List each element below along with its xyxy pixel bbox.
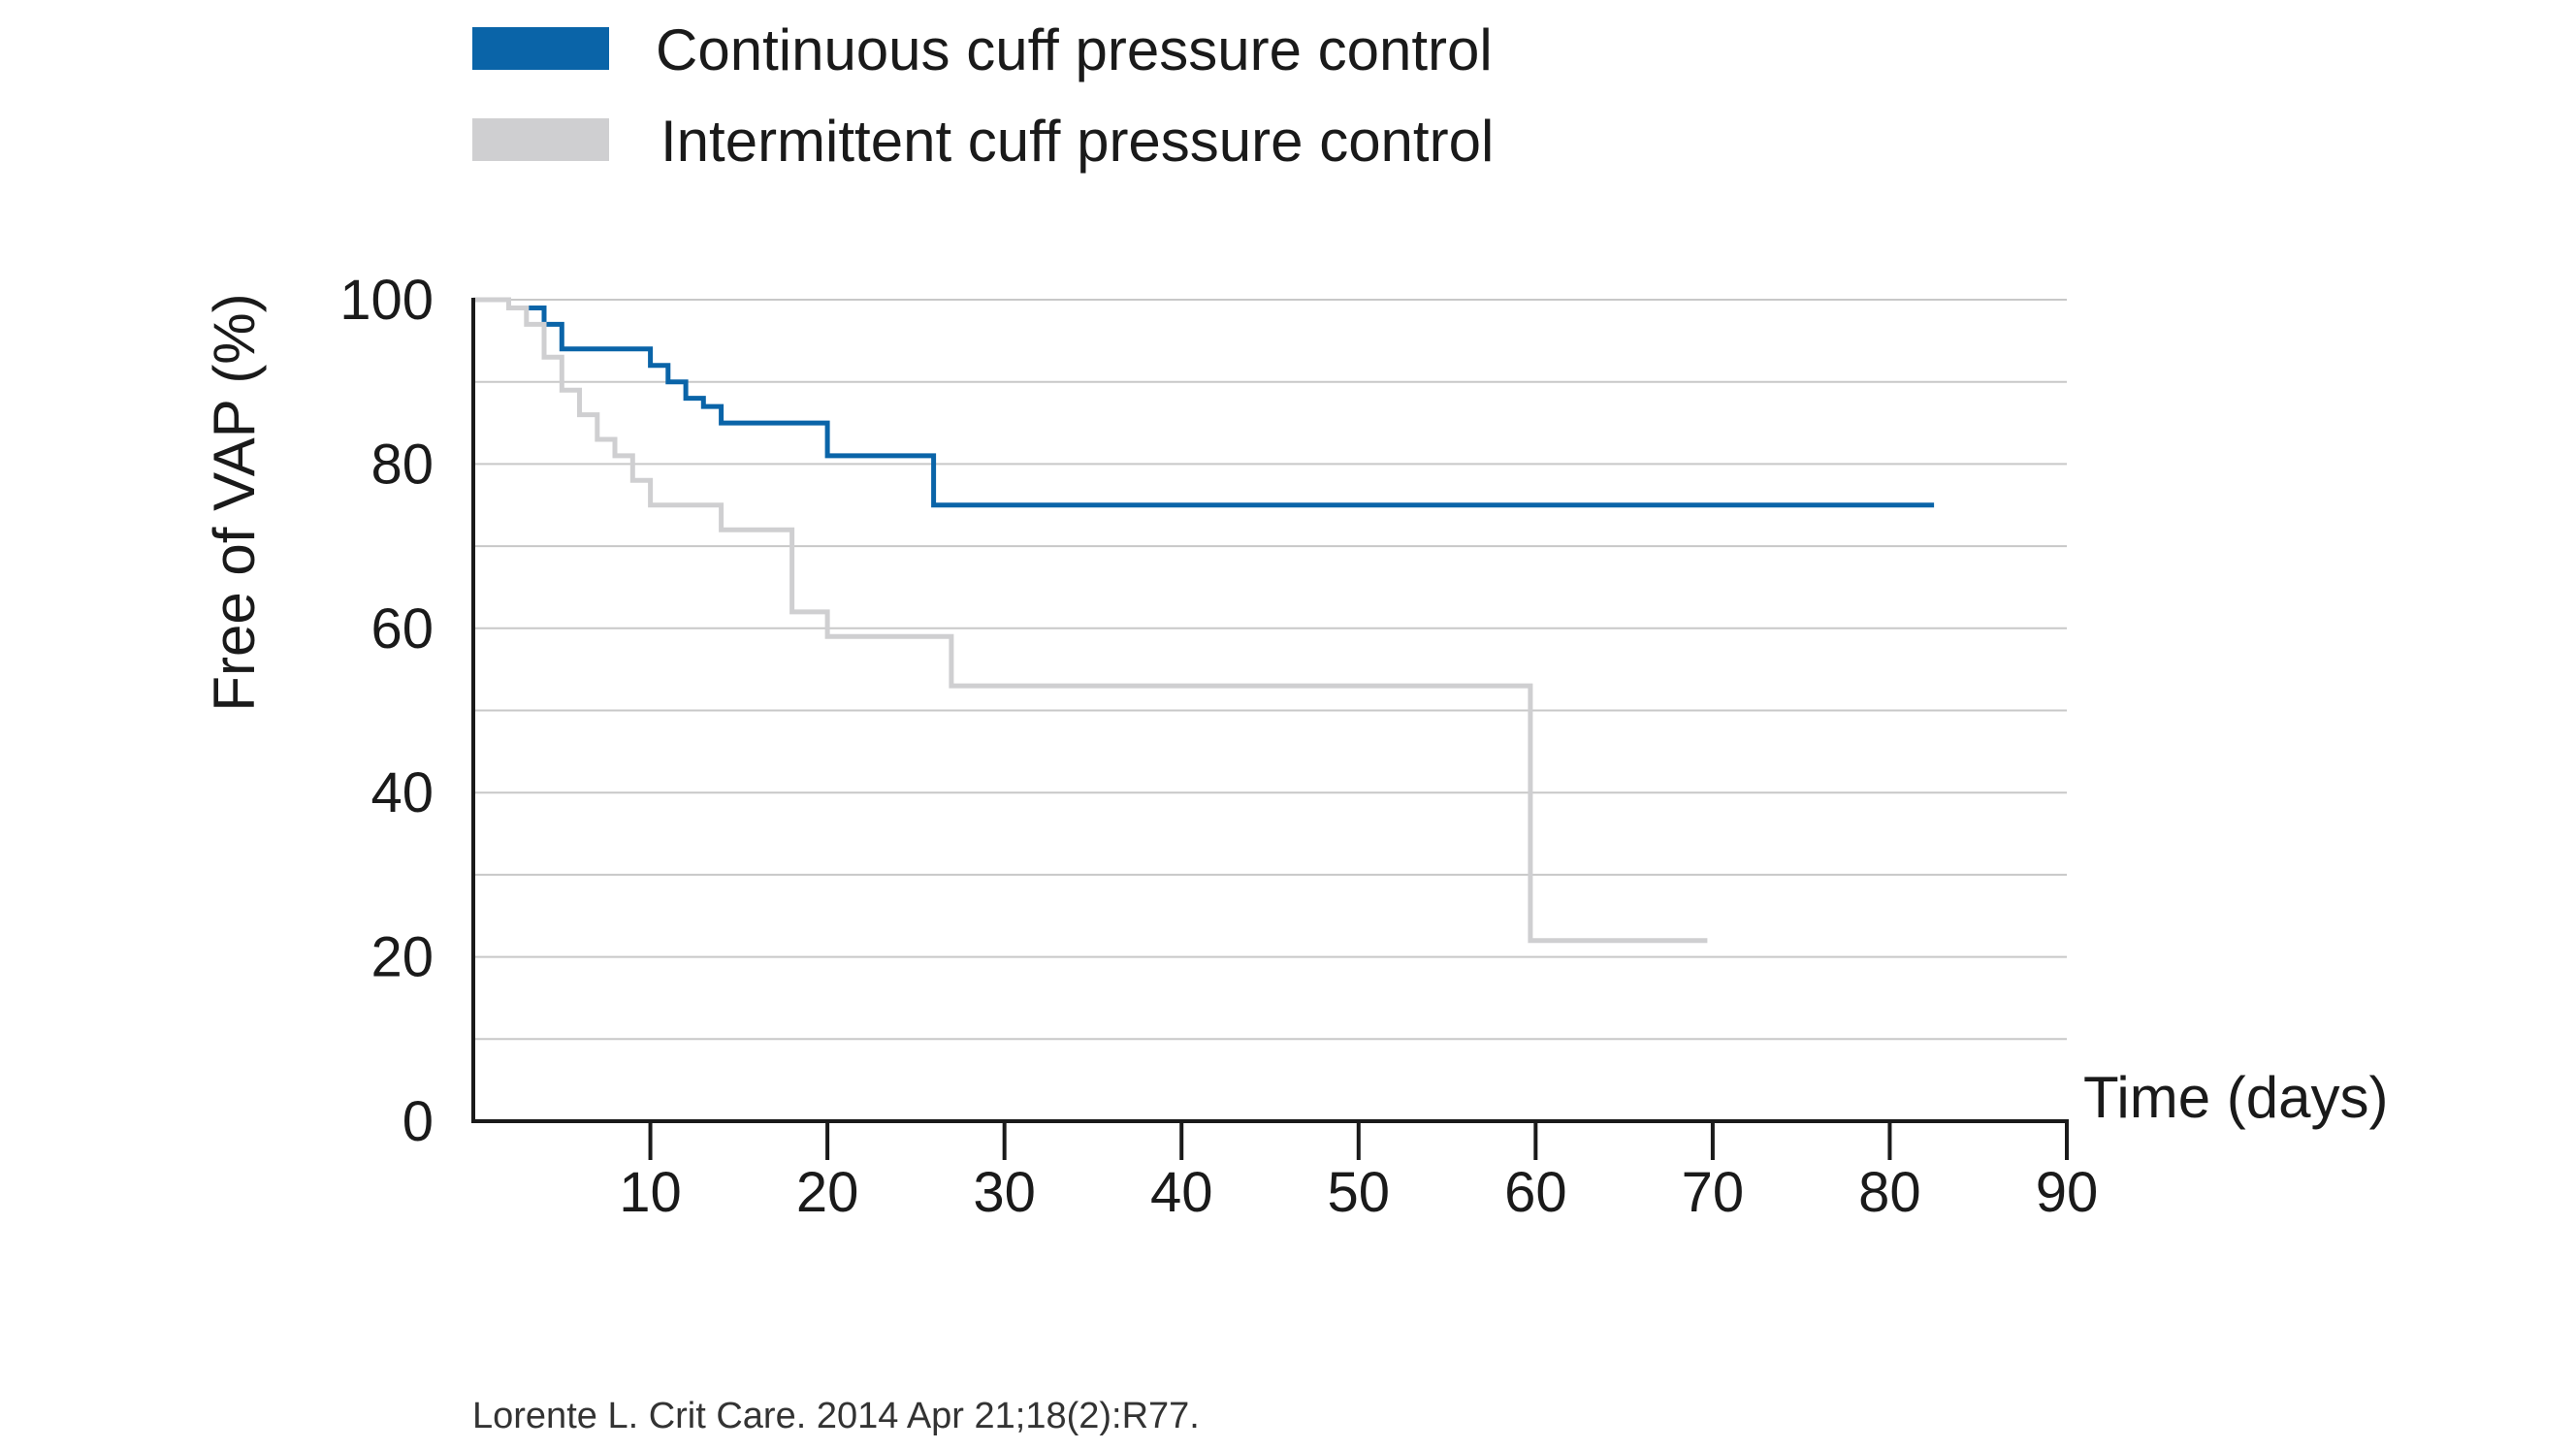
legend-label-1: Continuous cuff pressure control (656, 17, 1493, 82)
x-axis-title: Time (days) (2083, 1065, 2388, 1130)
y-tick-label-60: 60 (370, 597, 434, 661)
legend-swatch-2 (472, 118, 609, 161)
series-group (473, 297, 1935, 944)
x-tick-label-10: 10 (619, 1161, 682, 1224)
grid (473, 299, 2067, 1041)
series-line-2 (473, 297, 1708, 944)
y-tick-label-100: 100 (339, 269, 434, 332)
x-tick-label-70: 70 (1682, 1161, 1745, 1224)
x-tick-label-90: 90 (2036, 1161, 2099, 1224)
y-tick-label-80: 80 (370, 433, 434, 496)
source-citation: Lorente L. Crit Care. 2014 Apr 21;18(2):… (472, 1396, 1200, 1436)
x-tick-label-30: 30 (973, 1161, 1036, 1224)
x-tick-label-20: 20 (796, 1161, 859, 1224)
y-tick-label-20: 20 (370, 926, 434, 989)
x-tick-label-60: 60 (1504, 1161, 1567, 1224)
y-axis-title: Free of VAP (%) (202, 293, 267, 711)
axes (471, 298, 2069, 1160)
legend-label-2: Intermittent cuff pressure control (660, 109, 1494, 174)
y-tick-label-40: 40 (370, 761, 434, 824)
labels: 10 20 30 40 50 60 70 80 90 0 20 40 60 80 100 Time (days… (202, 269, 2388, 1436)
y-tick-label-0: 0 (402, 1090, 434, 1153)
x-tick-label-40: 40 (1150, 1161, 1213, 1224)
x-tick-label-80: 80 (1858, 1161, 1921, 1224)
legend-swatch-1 (472, 27, 609, 70)
legend: Continuous cuff pressure control Intermit… (472, 17, 1494, 174)
series-line-1 (473, 297, 1935, 508)
x-tick-label-50: 50 (1328, 1161, 1391, 1224)
